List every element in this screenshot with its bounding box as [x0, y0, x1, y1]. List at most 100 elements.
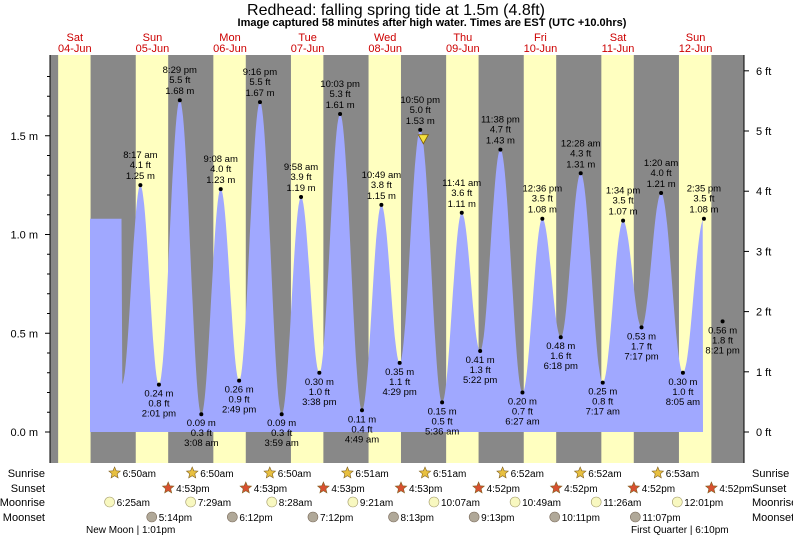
new-moon-label: New Moon | 1:01pm	[86, 525, 175, 536]
high-tide-point	[578, 171, 583, 176]
low-tide-point	[478, 349, 483, 354]
moonset-icon	[468, 511, 480, 523]
low-tide-time: 4:49 am	[345, 434, 379, 445]
high-tide-time: 10:50 pm	[400, 95, 440, 106]
day-date: 10-Jun	[524, 43, 558, 55]
high-tide-point	[621, 218, 626, 223]
moonset-icon	[388, 511, 399, 523]
day-date: 08-Jun	[368, 43, 402, 55]
right-tick-label: 6 ft	[756, 66, 771, 78]
moonrise-time: 10:49am	[522, 498, 561, 509]
high-tide-time: 11:41 am	[442, 178, 481, 189]
right-tick-label: 3 ft	[756, 246, 771, 258]
moonset-time: 6:12pm	[239, 513, 272, 524]
low-tide-feet: 0.7 ft	[512, 407, 533, 418]
tide-curve	[90, 100, 703, 432]
right-tick-label: 5 ft	[756, 126, 771, 138]
high-tide-time: 12:28 am	[561, 138, 601, 149]
sunset-icon	[316, 481, 330, 494]
sunset-icon	[239, 481, 253, 494]
day-of-week: Sat	[67, 32, 84, 44]
sunrise-time: 6:51am	[355, 469, 388, 480]
high-tide-metres: 1.67 m	[245, 88, 274, 99]
moonrise-icon	[671, 496, 683, 508]
low-tide-feet: 1.6 ft	[550, 351, 571, 362]
high-tide-feet: 5.5 ft	[249, 77, 270, 88]
right-tick-label: 4 ft	[756, 186, 771, 198]
high-tide-feet: 4.0 ft	[210, 164, 231, 175]
sunrise-icon	[418, 466, 432, 479]
low-tide-point	[199, 412, 204, 417]
high-tide-point	[498, 147, 503, 152]
day-date: 09-Jun	[446, 43, 480, 55]
high-tide-feet: 4.1 ft	[130, 160, 151, 171]
left-tick-label: 1.5 m	[10, 131, 38, 143]
tide-extrema-labels: 8:17 am4.1 ft1.25 m0.24 m0.8 ft2:01 pm8:…	[123, 65, 740, 449]
high-tide-time: 8:29 pm	[163, 65, 197, 76]
sunrise-time: 6:50am	[200, 469, 233, 480]
chart-title: Redhead: falling spring tide at 1.5m (4.…	[247, 2, 545, 19]
moonset-icon	[307, 511, 319, 523]
high-tide-point	[379, 202, 384, 207]
high-tide-time: 9:16 pm	[243, 67, 277, 78]
sunrise-icon	[185, 466, 199, 479]
low-tide-time: 2:49 pm	[222, 405, 256, 416]
moonrise-icon	[590, 496, 602, 508]
high-tide-metres: 1.07 m	[609, 207, 638, 218]
low-tide-metres: 0.56 m	[708, 325, 737, 336]
low-tide-metres: 0.35 m	[385, 367, 414, 378]
sunset-icon	[704, 481, 718, 494]
sunset-time: 4:52pm	[487, 484, 520, 495]
moonset-time: 9:13pm	[481, 513, 514, 524]
high-tide-metres: 1.68 m	[165, 86, 194, 97]
day-of-week: Sat	[610, 32, 627, 44]
low-tide-metres: 0.26 m	[225, 385, 254, 396]
day-of-week: Thu	[453, 32, 472, 44]
sunset-icon	[472, 481, 486, 494]
first-quarter-label: First Quarter | 6:10pm	[631, 525, 729, 536]
high-tide-time: 10:49 am	[362, 170, 402, 181]
high-tide-metres: 1.23 m	[206, 175, 235, 186]
moonrise-time: 8:28am	[279, 498, 312, 509]
low-tide-time: 7:17 am	[586, 407, 620, 418]
date-header: Sat04-JunSun05-JunMon06-JunTue07-JunWed0…	[58, 32, 712, 55]
low-tide-time: 3:08 am	[184, 438, 218, 449]
sunrise-icon	[651, 466, 665, 479]
sunrise-time: 6:52am	[511, 469, 544, 480]
high-tide-metres: 1.53 m	[406, 116, 435, 127]
sunrise-time: 6:53am	[666, 469, 699, 480]
low-tide-time: 5:36 am	[425, 426, 459, 437]
low-tide-point	[520, 390, 525, 395]
low-tide-point	[440, 400, 445, 405]
high-tide-feet: 5.3 ft	[330, 89, 351, 100]
day-date: 11-Jun	[602, 43, 635, 55]
low-tide-metres: 0.24 m	[144, 389, 173, 400]
low-tide-time: 8:05 am	[666, 397, 700, 408]
high-tide-metres: 1.08 m	[689, 205, 718, 216]
low-tide-time: 4:29 pm	[383, 387, 417, 398]
high-tide-time: 11:38 pm	[481, 115, 520, 126]
high-tide-metres: 1.08 m	[528, 205, 557, 216]
moonrise-icon	[347, 496, 359, 508]
low-tide-feet: 0.5 ft	[432, 416, 453, 427]
low-tide-point	[600, 380, 605, 385]
day-of-week: Wed	[374, 32, 396, 44]
high-tide-time: 1:34 pm	[606, 186, 640, 197]
low-tide-feet: 0.3 ft	[271, 428, 292, 439]
sunset-time: 4:53pm	[331, 484, 364, 495]
day-date: 12-Jun	[679, 43, 713, 55]
moonset-time: 11:07pm	[642, 513, 680, 524]
current-tide-marker	[417, 134, 430, 145]
low-tide-time: 3:59 am	[265, 438, 299, 449]
sunrise-icon	[263, 466, 277, 479]
sunset-time: 4:53pm	[176, 484, 209, 495]
day-date: 05-Jun	[136, 43, 170, 55]
sunrise-icon	[340, 466, 354, 479]
sunrise-icon	[108, 466, 122, 479]
high-tide-feet: 3.5 ft	[693, 194, 714, 205]
moonset-time: 8:13pm	[401, 513, 434, 524]
low-tide-metres: 0.09 m	[267, 418, 296, 429]
low-tide-feet: 1.7 ft	[631, 341, 652, 352]
moonrise-time: 10:07am	[441, 498, 480, 509]
